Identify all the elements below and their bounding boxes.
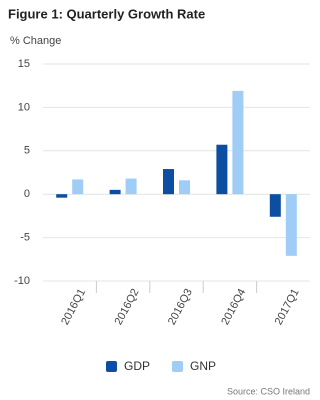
y-tick-label: 15 <box>18 58 30 70</box>
bar <box>72 179 84 195</box>
legend-label: GDP <box>124 359 150 373</box>
x-tick-label: 2016Q4 <box>219 287 248 327</box>
chart-title: Figure 1: Quarterly Growth Rate <box>8 6 205 21</box>
bar <box>285 194 297 256</box>
bar <box>232 90 244 195</box>
y-axis-label: % Change <box>10 35 61 47</box>
bar <box>125 178 137 195</box>
y-tick-label: -5 <box>20 232 30 244</box>
y-tick-label: 10 <box>18 101 30 113</box>
bar <box>216 144 228 195</box>
bar <box>56 194 68 198</box>
x-tick-label: 2016Q1 <box>59 287 88 327</box>
x-tick-label: 2016Q2 <box>113 287 142 327</box>
legend-label: GNP <box>190 359 216 373</box>
bar <box>109 189 121 195</box>
y-tick-label: -10 <box>14 275 30 287</box>
bar <box>179 180 190 195</box>
x-tick-label: 2016Q3 <box>166 287 195 327</box>
source: Source: CSO Ireland <box>227 386 310 396</box>
legend-swatch <box>106 361 117 372</box>
y-tick-label: 5 <box>24 145 30 157</box>
y-tick-label: 0 <box>24 188 30 200</box>
legend-swatch <box>172 361 183 372</box>
x-tick-label: 2017Q1 <box>273 287 302 327</box>
bar <box>163 169 174 195</box>
bar <box>269 194 281 217</box>
